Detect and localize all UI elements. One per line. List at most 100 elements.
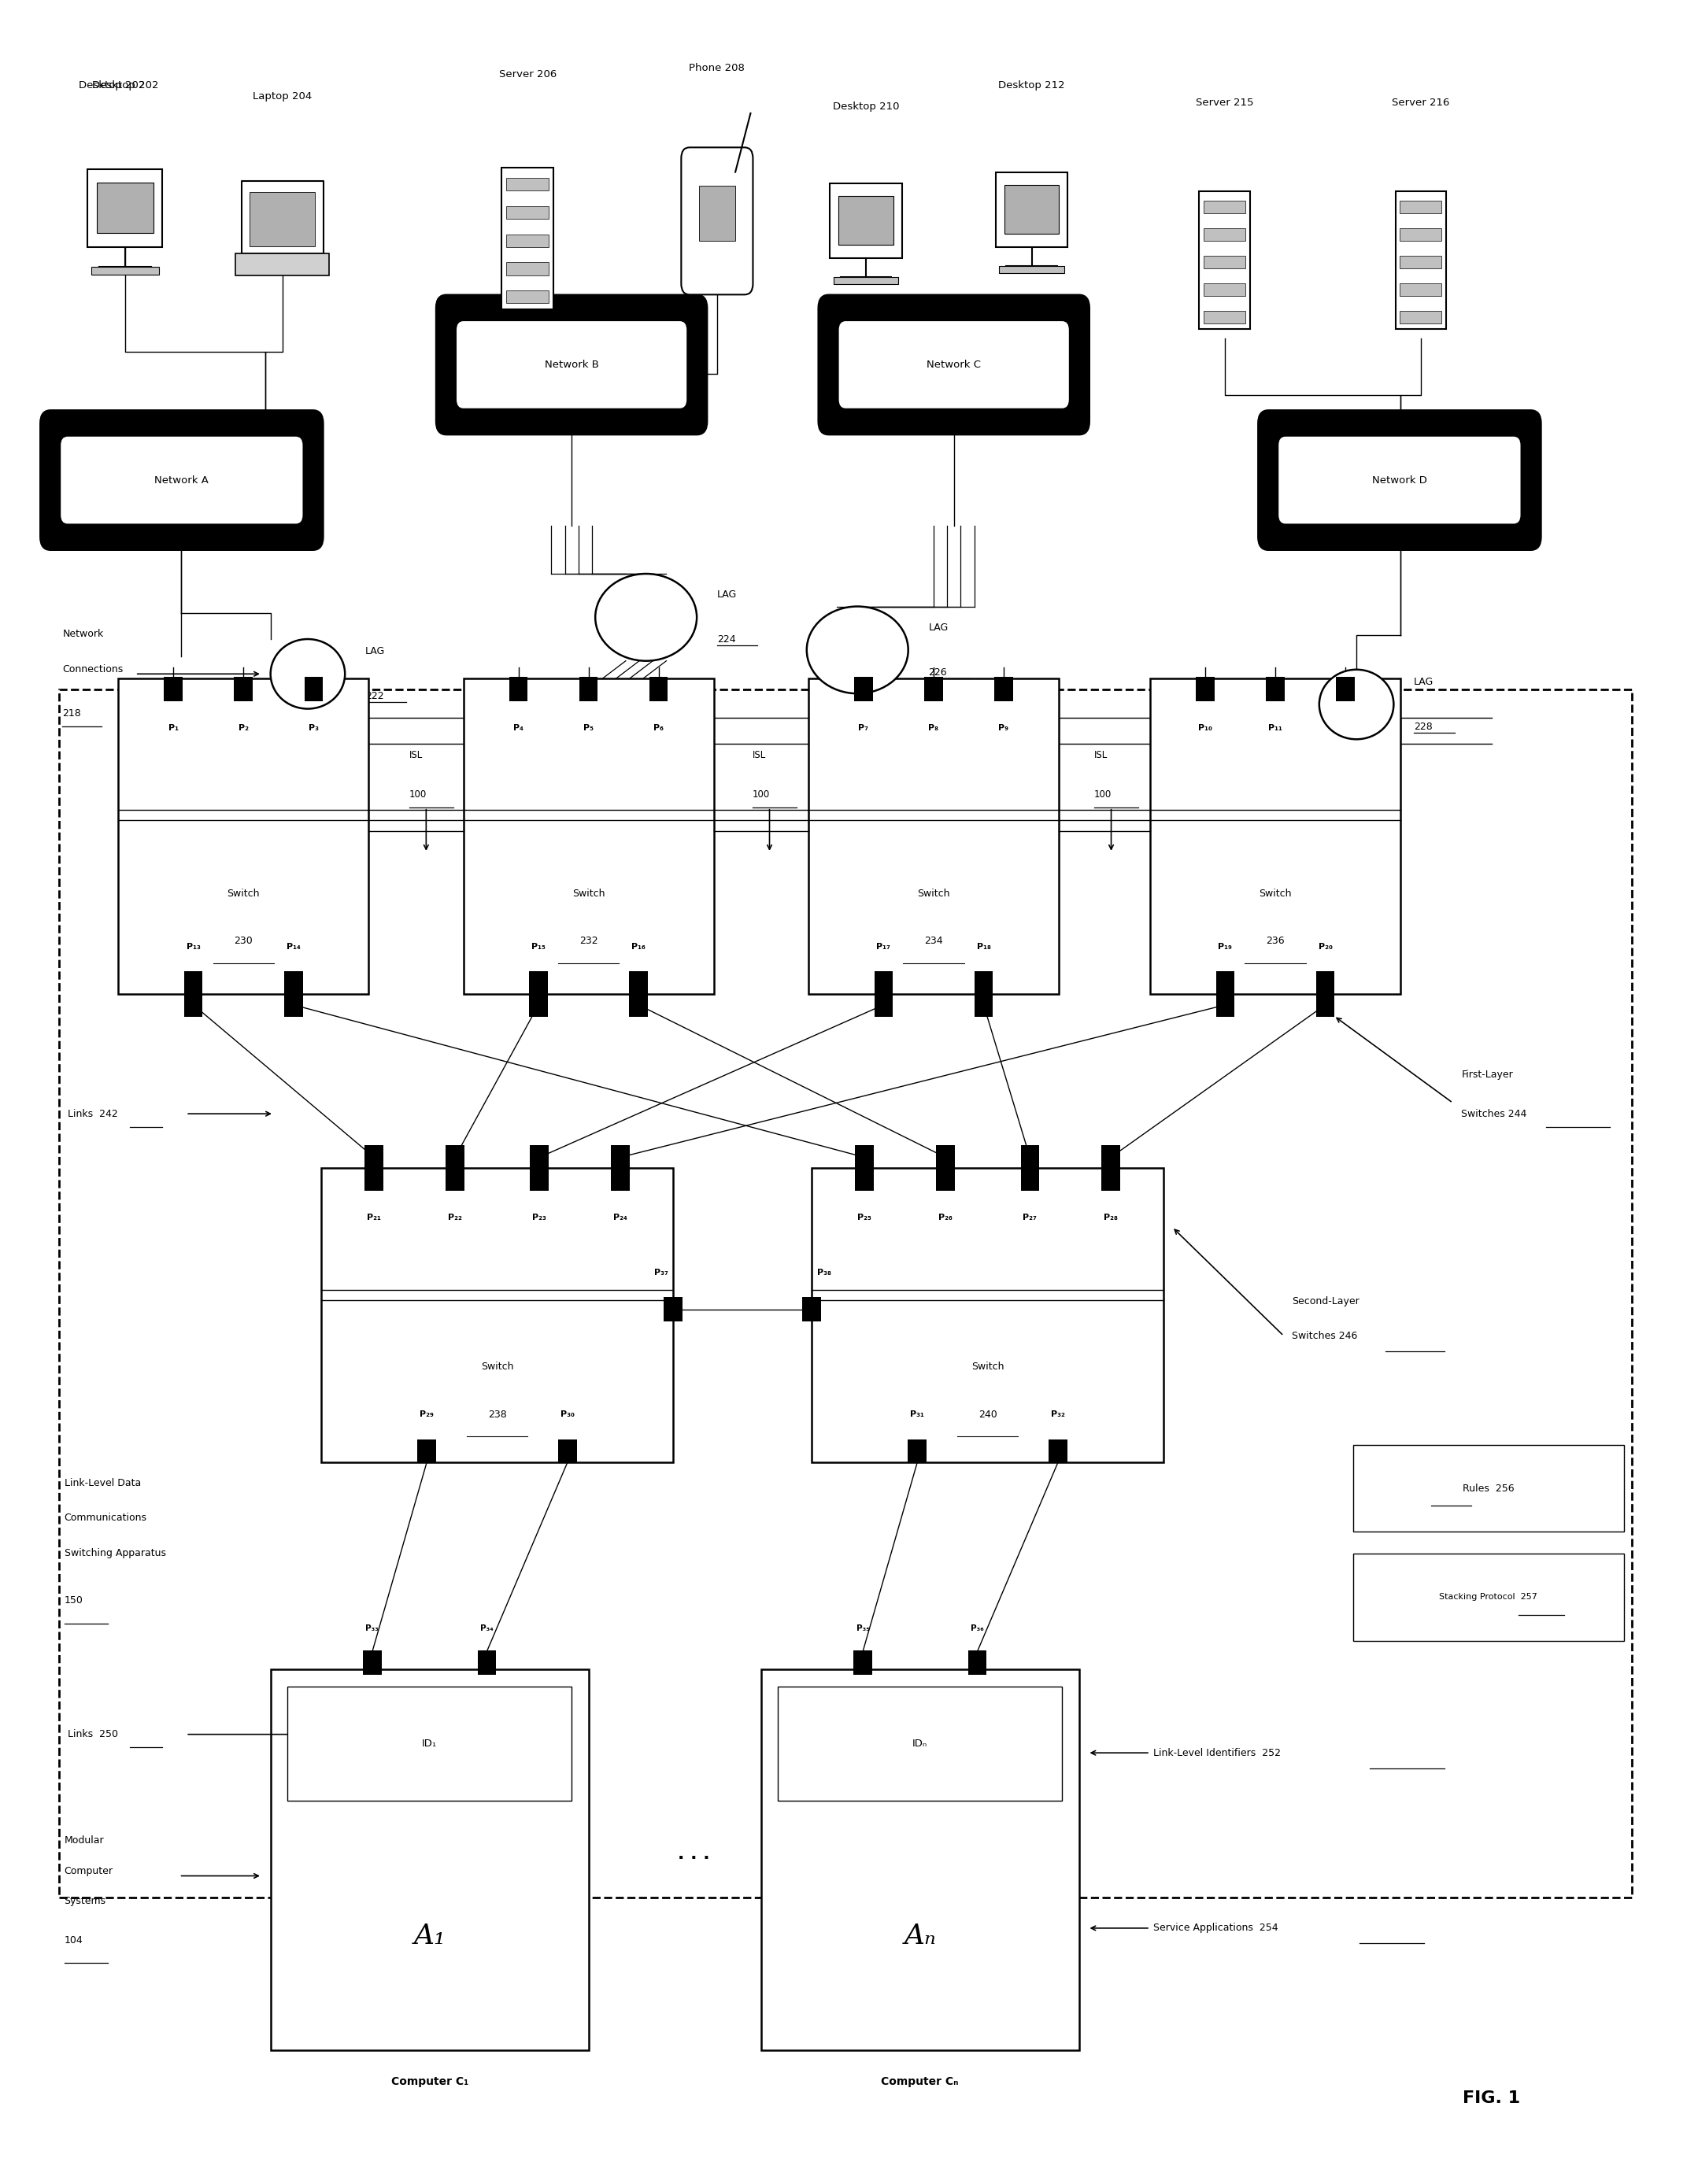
Text: Service Applications  254: Service Applications 254: [1153, 1924, 1279, 1933]
Bar: [363, 1651, 382, 1675]
Bar: [88, 170, 163, 247]
Bar: [304, 677, 323, 701]
FancyBboxPatch shape: [457, 321, 686, 408]
Bar: [1004, 186, 1060, 234]
Bar: [1204, 312, 1245, 323]
Bar: [998, 266, 1065, 273]
Bar: [445, 1144, 464, 1168]
Text: P₄: P₄: [513, 725, 523, 732]
Text: Server 206: Server 206: [499, 70, 557, 79]
Text: P₁₉: P₁₉: [1217, 943, 1233, 950]
Bar: [968, 1651, 987, 1675]
Bar: [630, 994, 649, 1018]
Bar: [854, 677, 873, 701]
Text: P₅: P₅: [584, 725, 594, 732]
Text: ID₁: ID₁: [423, 1738, 436, 1749]
Text: P₁₀: P₁₀: [1199, 725, 1212, 732]
Text: Server 215: Server 215: [1195, 98, 1253, 107]
Text: Switches 244: Switches 244: [1462, 1109, 1527, 1118]
Text: Communications: Communications: [65, 1514, 146, 1522]
Text: P₁₇: P₁₇: [876, 943, 890, 950]
Text: P₂₀: P₂₀: [1318, 943, 1333, 950]
Bar: [530, 972, 548, 996]
Text: Network A: Network A: [155, 476, 209, 485]
Bar: [856, 1166, 874, 1190]
Text: 238: 238: [487, 1409, 506, 1420]
Text: Desktop 210: Desktop 210: [832, 103, 900, 111]
Text: Rules  256: Rules 256: [1462, 1483, 1515, 1494]
Bar: [501, 168, 554, 308]
Bar: [830, 183, 902, 258]
Bar: [854, 1651, 873, 1675]
Text: P₃₂: P₃₂: [1051, 1411, 1065, 1420]
Text: Aₙ: Aₙ: [903, 1922, 936, 1948]
Bar: [506, 205, 548, 218]
Text: P₁: P₁: [168, 725, 178, 732]
Bar: [579, 677, 598, 701]
Text: 228: 228: [1414, 723, 1433, 732]
Bar: [506, 234, 548, 247]
Bar: [812, 1168, 1163, 1461]
Bar: [1204, 201, 1245, 214]
Bar: [1399, 284, 1442, 297]
Text: 240: 240: [978, 1409, 997, 1420]
Text: P₈: P₈: [929, 725, 939, 732]
Text: Computer: Computer: [65, 1865, 114, 1876]
Bar: [445, 1166, 464, 1190]
Text: P₃₅: P₃₅: [856, 1625, 869, 1631]
Text: Switch: Switch: [971, 1363, 1004, 1372]
Bar: [924, 677, 942, 701]
Text: P₇: P₇: [859, 725, 869, 732]
Text: 218: 218: [63, 708, 82, 719]
Bar: [464, 679, 713, 994]
Bar: [506, 177, 548, 190]
Bar: [1102, 1166, 1121, 1190]
Text: P₃₀: P₃₀: [560, 1411, 574, 1420]
Bar: [506, 290, 548, 304]
Bar: [477, 1651, 496, 1675]
Text: 224: 224: [717, 636, 735, 644]
Text: P₁₃: P₁₃: [187, 943, 200, 950]
Bar: [1204, 229, 1245, 240]
Text: P₂₈: P₂₈: [1104, 1214, 1117, 1221]
Bar: [1353, 1553, 1623, 1640]
Text: LAG: LAG: [717, 590, 737, 601]
Text: Modular: Modular: [65, 1835, 104, 1845]
Bar: [995, 677, 1014, 701]
FancyBboxPatch shape: [1279, 437, 1520, 524]
Text: LAG: LAG: [929, 622, 949, 633]
Bar: [1316, 972, 1335, 996]
Text: LAG: LAG: [1414, 677, 1433, 688]
Text: P₂₁: P₂₁: [367, 1214, 380, 1221]
Text: ISL: ISL: [1094, 749, 1107, 760]
Text: 230: 230: [234, 937, 253, 946]
Bar: [234, 677, 253, 701]
Bar: [97, 183, 153, 234]
Bar: [1150, 679, 1401, 994]
Text: P₃₈: P₃₈: [817, 1269, 830, 1278]
Text: P₃₄: P₃₄: [481, 1625, 494, 1631]
FancyBboxPatch shape: [681, 149, 752, 295]
Text: P₂₉: P₂₉: [419, 1411, 435, 1420]
Bar: [530, 1144, 548, 1168]
Text: · · ·: · · ·: [678, 1850, 710, 1867]
Text: P₂₃: P₂₃: [533, 1214, 547, 1221]
Bar: [1195, 677, 1214, 701]
Bar: [559, 1439, 577, 1463]
Bar: [611, 1166, 630, 1190]
Text: Systems: Systems: [65, 1896, 105, 1907]
Bar: [649, 677, 667, 701]
Bar: [1267, 677, 1285, 701]
Text: P₆: P₆: [654, 725, 664, 732]
Text: Switch: Switch: [228, 889, 260, 898]
Text: 236: 236: [1267, 937, 1285, 946]
Text: 104: 104: [65, 1935, 83, 1946]
Text: 202: 202: [126, 81, 144, 90]
Bar: [250, 192, 316, 247]
Text: Switch: Switch: [481, 1363, 513, 1372]
Text: P₂₄: P₂₄: [613, 1214, 627, 1221]
Text: P₁₆: P₁₆: [632, 943, 645, 950]
Bar: [1399, 229, 1442, 240]
Text: P₉: P₉: [998, 725, 1009, 732]
Bar: [365, 1144, 384, 1168]
